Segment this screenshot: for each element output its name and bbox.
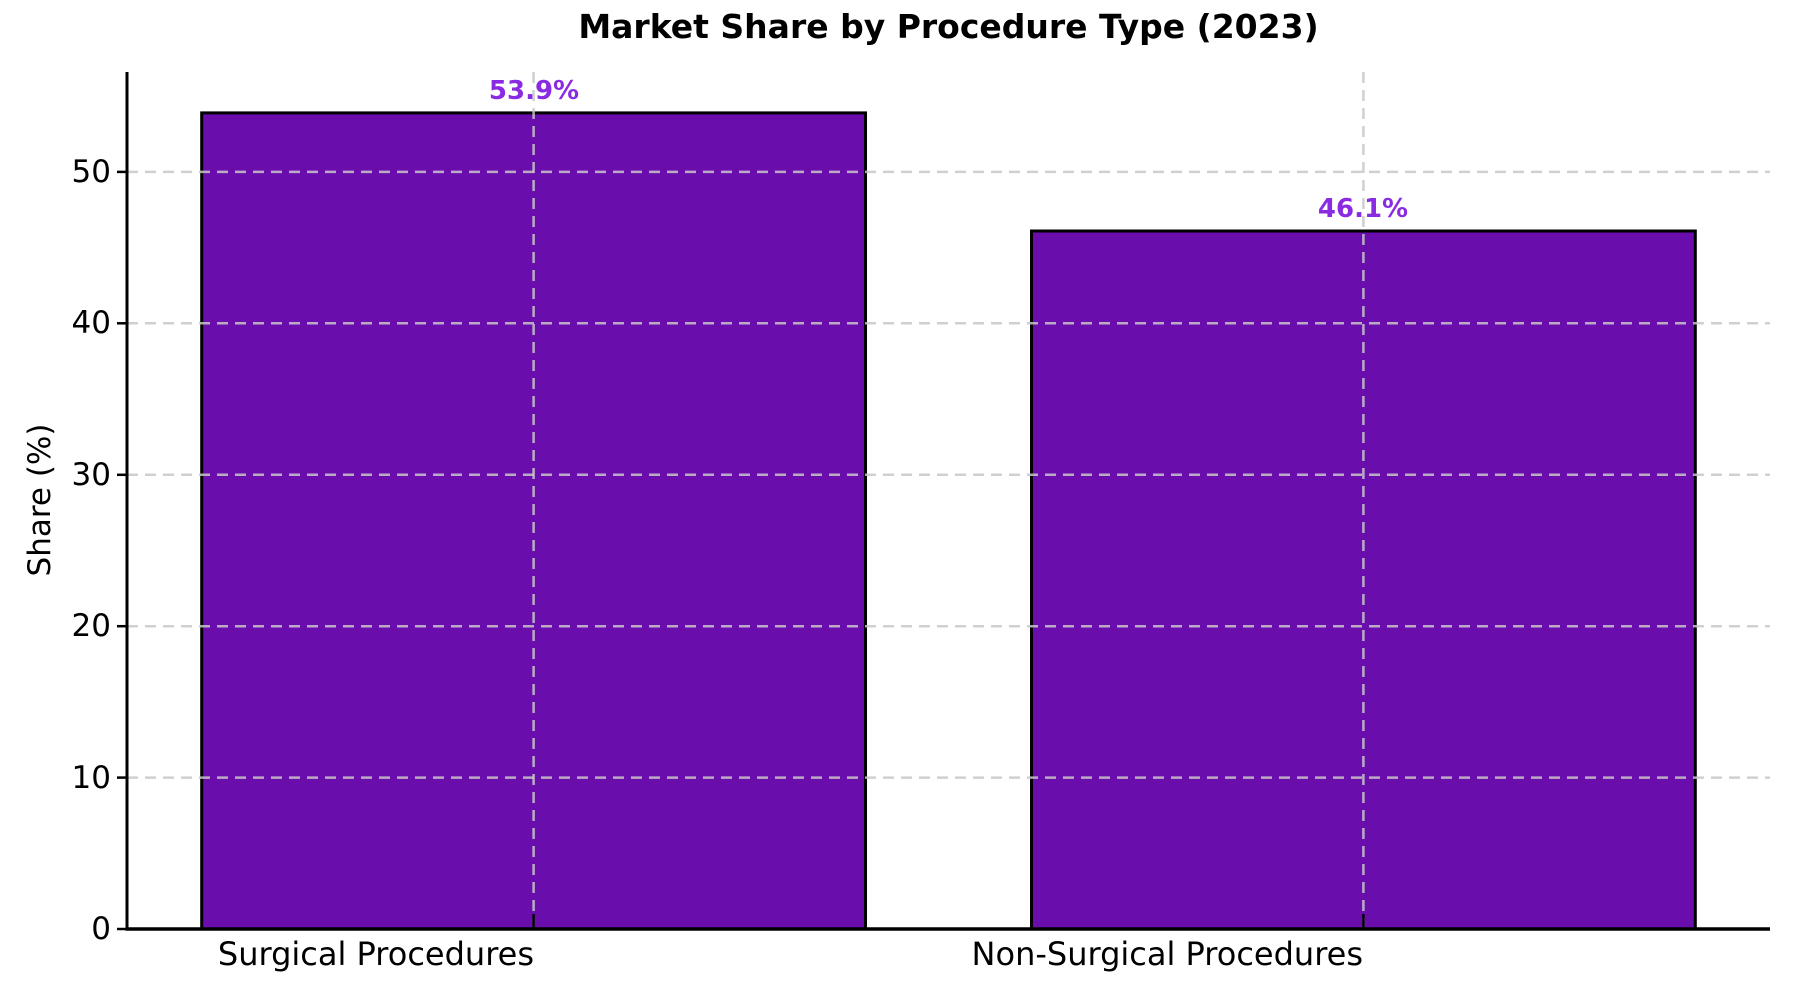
x-tick-label-0: Surgical Procedures	[217, 935, 534, 973]
y-tick-label-10: 10	[71, 760, 111, 796]
x-tick-label-1: Non-Surgical Procedures	[971, 935, 1363, 973]
y-axis-label: Share (%)	[22, 423, 58, 577]
y-tick-label-50: 50	[71, 154, 111, 190]
bar-value-label-1: 46.1%	[1317, 194, 1409, 224]
bar-value-label-0: 53.9%	[488, 76, 580, 106]
y-tick-label-30: 30	[71, 457, 111, 493]
y-tick-label-40: 40	[71, 305, 111, 341]
y-tick-label-20: 20	[71, 608, 111, 644]
y-tick-label-0: 0	[91, 911, 111, 947]
chart-title: Market Share by Procedure Type (2023)	[578, 7, 1319, 46]
